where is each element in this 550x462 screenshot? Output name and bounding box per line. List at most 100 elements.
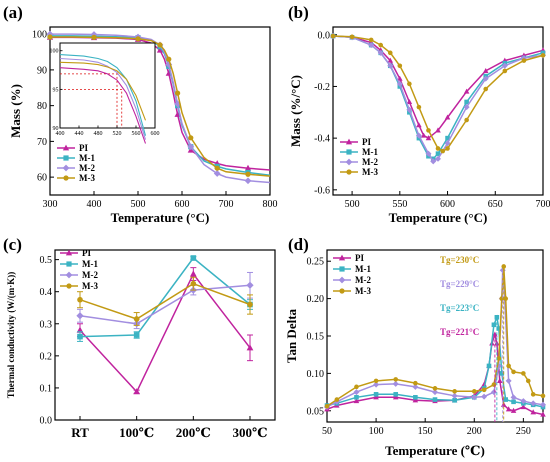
panel-c-plot-frame xyxy=(54,249,276,421)
panel-a-legend-marker xyxy=(62,144,70,151)
panel-c-point-pi xyxy=(76,326,84,333)
panel-d-point-m-3 xyxy=(540,393,546,399)
panel-d-point-m-1 xyxy=(494,315,500,320)
panel-d-point-pi xyxy=(412,397,419,403)
panel-c-legend-label: M-3 xyxy=(82,281,98,291)
panel-d-point-m-3 xyxy=(506,363,511,369)
panel-d-tg-annotation: Tg=230°C xyxy=(440,255,479,265)
panel-d-legend-label: PI xyxy=(355,253,364,263)
panel-d-point-m-1 xyxy=(491,322,497,328)
panel-b-point-m-3 xyxy=(445,146,450,151)
panel-b-series-line-pi xyxy=(332,35,544,139)
panel-d-x-tick-label: 200 xyxy=(467,426,482,437)
panel-b-y-axis-title: Mass (%/°C) xyxy=(288,75,303,147)
panel-d-point-pi xyxy=(530,409,536,415)
panel-d-point-m-3 xyxy=(491,382,497,387)
panel-b-legend-marker xyxy=(345,158,353,166)
panel-b-point-m-2 xyxy=(406,106,413,113)
panel-b-point-pi xyxy=(397,75,403,81)
panel-c-x-tick-label: RT xyxy=(71,425,89,440)
panel-b-x-tick-label: 550 xyxy=(392,199,407,210)
panel-d-legend-marker xyxy=(339,266,345,272)
panel-b-point-m-3 xyxy=(416,104,422,110)
panel-d-point-m-1 xyxy=(486,363,492,369)
panel-a-x-tick-label: 600 xyxy=(175,199,190,210)
panel-d-point-m-1 xyxy=(373,392,379,397)
panel-a-y-tick-label: 90 xyxy=(37,65,47,76)
panel-b-point-m-3 xyxy=(407,81,412,87)
panel-a-point-m-3 xyxy=(214,165,220,171)
panel-c-y-tick-label: 0.4 xyxy=(40,287,53,298)
panel-d-point-m-1 xyxy=(511,399,516,405)
panel-d-point-m-1 xyxy=(503,397,508,402)
panel-d-point-m-3 xyxy=(393,377,399,382)
panel-b-point-m-2 xyxy=(368,42,375,49)
panel-d-point-pi xyxy=(492,331,498,337)
panel-b-point-m-3 xyxy=(349,34,355,40)
panel-d-point-m-1 xyxy=(354,395,359,400)
panel-a-legend-marker xyxy=(63,155,69,161)
panel-a-point-m-3 xyxy=(245,171,251,177)
panel-b-legend-marker xyxy=(346,169,352,175)
chart-panel-a: 300 400 500 600 700 800 60 70 80 90 100 PIM-1M-2M-3… xyxy=(8,26,278,225)
panel-a-y-tick-label: 80 xyxy=(37,101,47,112)
panel-b-point-m-3 xyxy=(483,86,489,92)
panel-c-point-m-3 xyxy=(133,316,140,322)
panel-d-point-m-2 xyxy=(432,389,438,396)
panel-b-point-pi xyxy=(420,132,427,138)
panel-b-y-tick-label: 0.0 xyxy=(318,30,331,41)
panel-d-x-tick-label: 100 xyxy=(369,426,384,437)
panel-d-point-m-3 xyxy=(452,389,457,394)
panel-b-point-m-3 xyxy=(440,148,446,154)
panel-c-point-m-3 xyxy=(77,296,83,303)
panel-b-point-pi xyxy=(482,67,489,74)
panel-b-x-axis-title: Temperature (°C) xyxy=(389,210,488,225)
panel-a-inset-series-line-pi xyxy=(59,67,147,144)
panel-b-point-m-3 xyxy=(464,117,469,123)
panel-a-inset-y-tick-label: 100 xyxy=(50,49,59,55)
panel-a-inset-reference-line xyxy=(60,88,123,128)
panel-b-point-pi xyxy=(387,57,394,63)
panel-b-point-m-3 xyxy=(397,63,403,69)
panel-a-x-tick-label: 400 xyxy=(87,199,102,210)
panel-b-point-m-2 xyxy=(387,62,394,69)
panel-b-y-tick-label: -0.2 xyxy=(314,82,330,93)
panel-d-point-m-3 xyxy=(373,378,379,384)
panel-b-point-pi xyxy=(463,88,470,94)
panel-d-point-m-3 xyxy=(413,380,418,386)
panel-b-y-tick-label: -0.6 xyxy=(314,185,330,196)
panel-a-y-tick-label: 70 xyxy=(37,137,47,148)
panel-c-point-pi xyxy=(246,344,254,351)
panel-a-inset-y-tick-label: 95 xyxy=(53,87,59,93)
panel-b-point-m-2 xyxy=(425,150,432,157)
panel-c-legend-label: PI xyxy=(82,248,91,258)
panel-c-point-m-2 xyxy=(76,312,84,320)
panel-b-point-m-3 xyxy=(521,58,527,63)
panel-c-y-tick-label: 0.3 xyxy=(40,319,53,330)
panel-d-point-pi xyxy=(520,404,527,410)
panel-a-inset-x-tick-label: 440 xyxy=(75,131,84,137)
panel-a-legend-marker xyxy=(63,175,69,181)
panel-a-legend-marker xyxy=(62,164,70,172)
panel-c-y-tick-label: 0.2 xyxy=(40,351,53,362)
panel-a-point-m-2 xyxy=(244,177,252,185)
panel-b-point-m-2 xyxy=(482,75,489,82)
panel-b-legend-label: PI xyxy=(362,137,371,147)
panel-c-x-tick-label: 300℃ xyxy=(232,425,267,440)
panel-d-point-m-3 xyxy=(521,371,526,376)
panel-b-point-m-2 xyxy=(501,62,508,69)
panel-a-legend-label: M-3 xyxy=(79,173,95,183)
panel-d-label: (d) xyxy=(288,235,309,254)
panel-b-legend-label: M-3 xyxy=(362,167,378,177)
panel-a-point-m-2 xyxy=(187,143,195,151)
panel-c-y-axis-title: Thermal conductivity (W/(m·K)) xyxy=(6,272,16,398)
panel-d-point-pi xyxy=(540,411,546,417)
panel-d-point-m-2 xyxy=(471,394,478,401)
panel-d-point-pi xyxy=(497,377,503,383)
panel-c-legend-label: M-1 xyxy=(82,259,98,269)
panel-a-inset-x-tick-label: 520 xyxy=(113,131,122,137)
panel-c-point-pi xyxy=(133,388,141,395)
panel-b-point-pi xyxy=(444,114,451,120)
panel-d-y-tick-label: 0.25 xyxy=(307,257,325,268)
panel-a-point-pi xyxy=(244,164,252,171)
